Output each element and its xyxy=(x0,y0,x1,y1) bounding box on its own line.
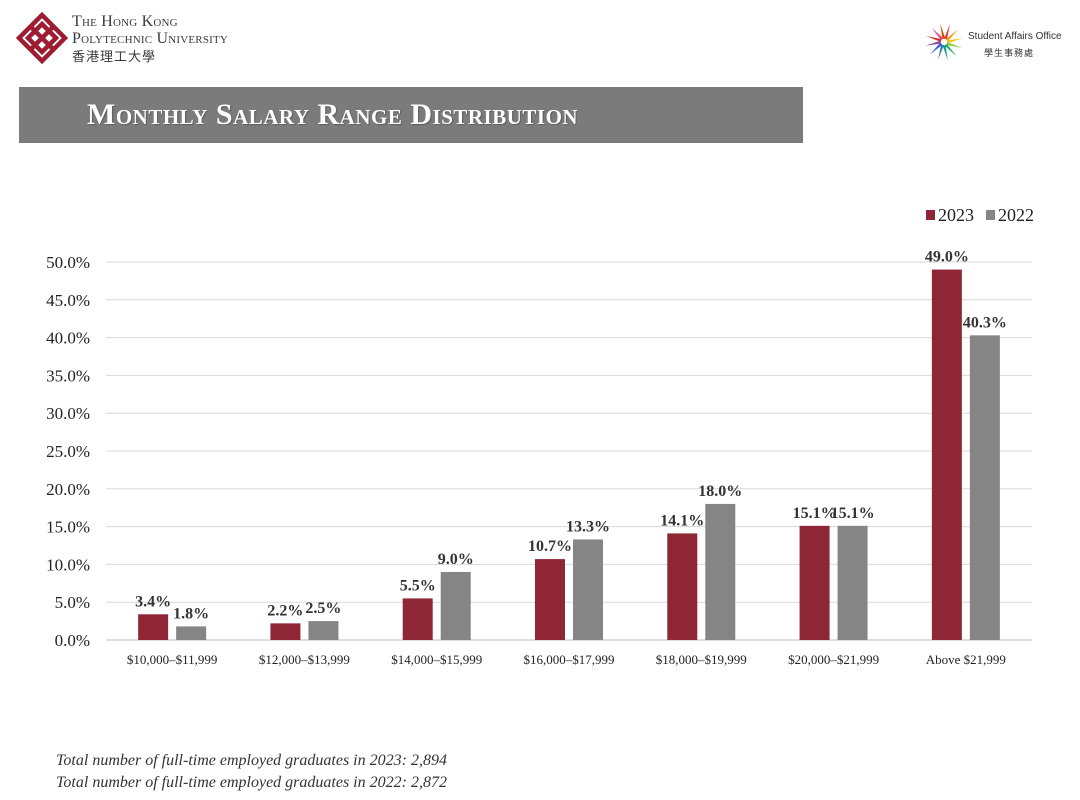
bar-2022 xyxy=(705,503,736,640)
data-label-2022: 1.8% xyxy=(173,605,209,622)
legend-label-2023: 2023 xyxy=(938,205,974,225)
x-tick-label: $16,000–$17,999 xyxy=(524,652,615,667)
footer-notes: Total number of full-time employed gradu… xyxy=(56,750,447,794)
y-tick-label: 30.0% xyxy=(46,404,90,423)
bar-2022 xyxy=(176,626,207,640)
bar-2022 xyxy=(440,571,471,640)
student-affairs-logo: Student Affairs Office 學生事務處 xyxy=(924,22,1074,68)
y-tick-label: 20.0% xyxy=(46,480,90,499)
legend-label-2022: 2022 xyxy=(998,205,1034,225)
university-name-line1: The Hong Kong xyxy=(72,13,178,30)
data-label-2022: 13.3% xyxy=(566,518,610,535)
university-name-chinese: 香港理工大學 xyxy=(72,49,157,64)
footer-total-2022: Total number of full-time employed gradu… xyxy=(56,774,447,791)
title-banner: Monthly Salary Range Distribution xyxy=(19,87,803,143)
bar-2022 xyxy=(969,335,1000,640)
legend-swatch-2023 xyxy=(926,210,935,220)
x-tick-label: $18,000–$19,999 xyxy=(656,652,747,667)
bar-2023 xyxy=(535,559,565,640)
bar-2022 xyxy=(837,525,868,640)
data-label-2022: 18.0% xyxy=(698,483,742,500)
data-label-2023: 3.4% xyxy=(135,593,171,610)
bar-2023 xyxy=(667,533,698,640)
footer-total-2023: Total number of full-time employed gradu… xyxy=(56,752,447,769)
x-tick-label: Above $21,999 xyxy=(926,652,1006,667)
data-label-2023: 15.1% xyxy=(793,505,837,522)
bar-2022 xyxy=(308,621,339,640)
legend-swatch-2022 xyxy=(986,210,995,220)
data-label-2022: 15.1% xyxy=(831,505,875,522)
office-name-chinese: 學生事務處 xyxy=(984,48,1035,58)
bar-2023 xyxy=(138,614,169,640)
x-tick-label: $20,000–$21,999 xyxy=(788,652,879,667)
y-tick-label: 15.0% xyxy=(46,518,90,537)
y-tick-label: 10.0% xyxy=(46,555,90,574)
y-tick-label: 25.0% xyxy=(46,442,90,461)
data-label-2022: 9.0% xyxy=(438,551,474,568)
data-label-2023: 5.5% xyxy=(400,577,436,594)
bar-2023 xyxy=(270,623,301,640)
bar-2022 xyxy=(573,539,603,640)
data-label-2022: 40.3% xyxy=(963,314,1007,331)
sao-starburst-icon xyxy=(925,23,963,61)
bar-2023 xyxy=(402,598,433,640)
data-label-2023: 10.7% xyxy=(528,538,572,555)
x-tick-label: $14,000–$15,999 xyxy=(391,652,482,667)
data-label-2022: 2.5% xyxy=(305,600,341,617)
polyu-emblem-icon xyxy=(16,12,68,64)
office-name-english: Student Affairs Office xyxy=(968,31,1062,42)
y-tick-label: 35.0% xyxy=(46,366,90,385)
data-label-2023: 14.1% xyxy=(660,512,704,529)
bar-2023 xyxy=(799,525,830,640)
y-tick-label: 0.0% xyxy=(55,631,90,650)
bar-2023 xyxy=(931,269,962,640)
x-tick-label: $12,000–$13,999 xyxy=(259,652,350,667)
y-tick-label: 45.0% xyxy=(46,291,90,310)
x-tick-label: $10,000–$11,999 xyxy=(127,652,218,667)
data-label-2023: 2.2% xyxy=(267,602,303,619)
y-tick-label: 50.0% xyxy=(46,253,90,272)
polyu-logo: The Hong Kong Polytechnic University 香港理… xyxy=(16,12,306,70)
y-tick-label: 40.0% xyxy=(46,329,90,348)
y-tick-label: 5.0% xyxy=(55,593,90,612)
page-title: Monthly Salary Range Distribution xyxy=(87,98,579,131)
university-name-line2: Polytechnic University xyxy=(72,30,229,47)
data-label-2023: 49.0% xyxy=(925,249,969,266)
